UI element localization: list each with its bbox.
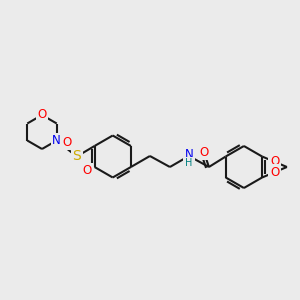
Text: N: N xyxy=(52,134,61,147)
Text: O: O xyxy=(270,155,279,168)
Text: O: O xyxy=(62,136,71,149)
Text: O: O xyxy=(38,109,46,122)
Text: N: N xyxy=(184,148,193,161)
Text: O: O xyxy=(270,166,279,179)
Text: S: S xyxy=(72,149,81,164)
Text: H: H xyxy=(185,158,193,168)
Text: O: O xyxy=(82,164,91,177)
Text: O: O xyxy=(199,146,208,158)
